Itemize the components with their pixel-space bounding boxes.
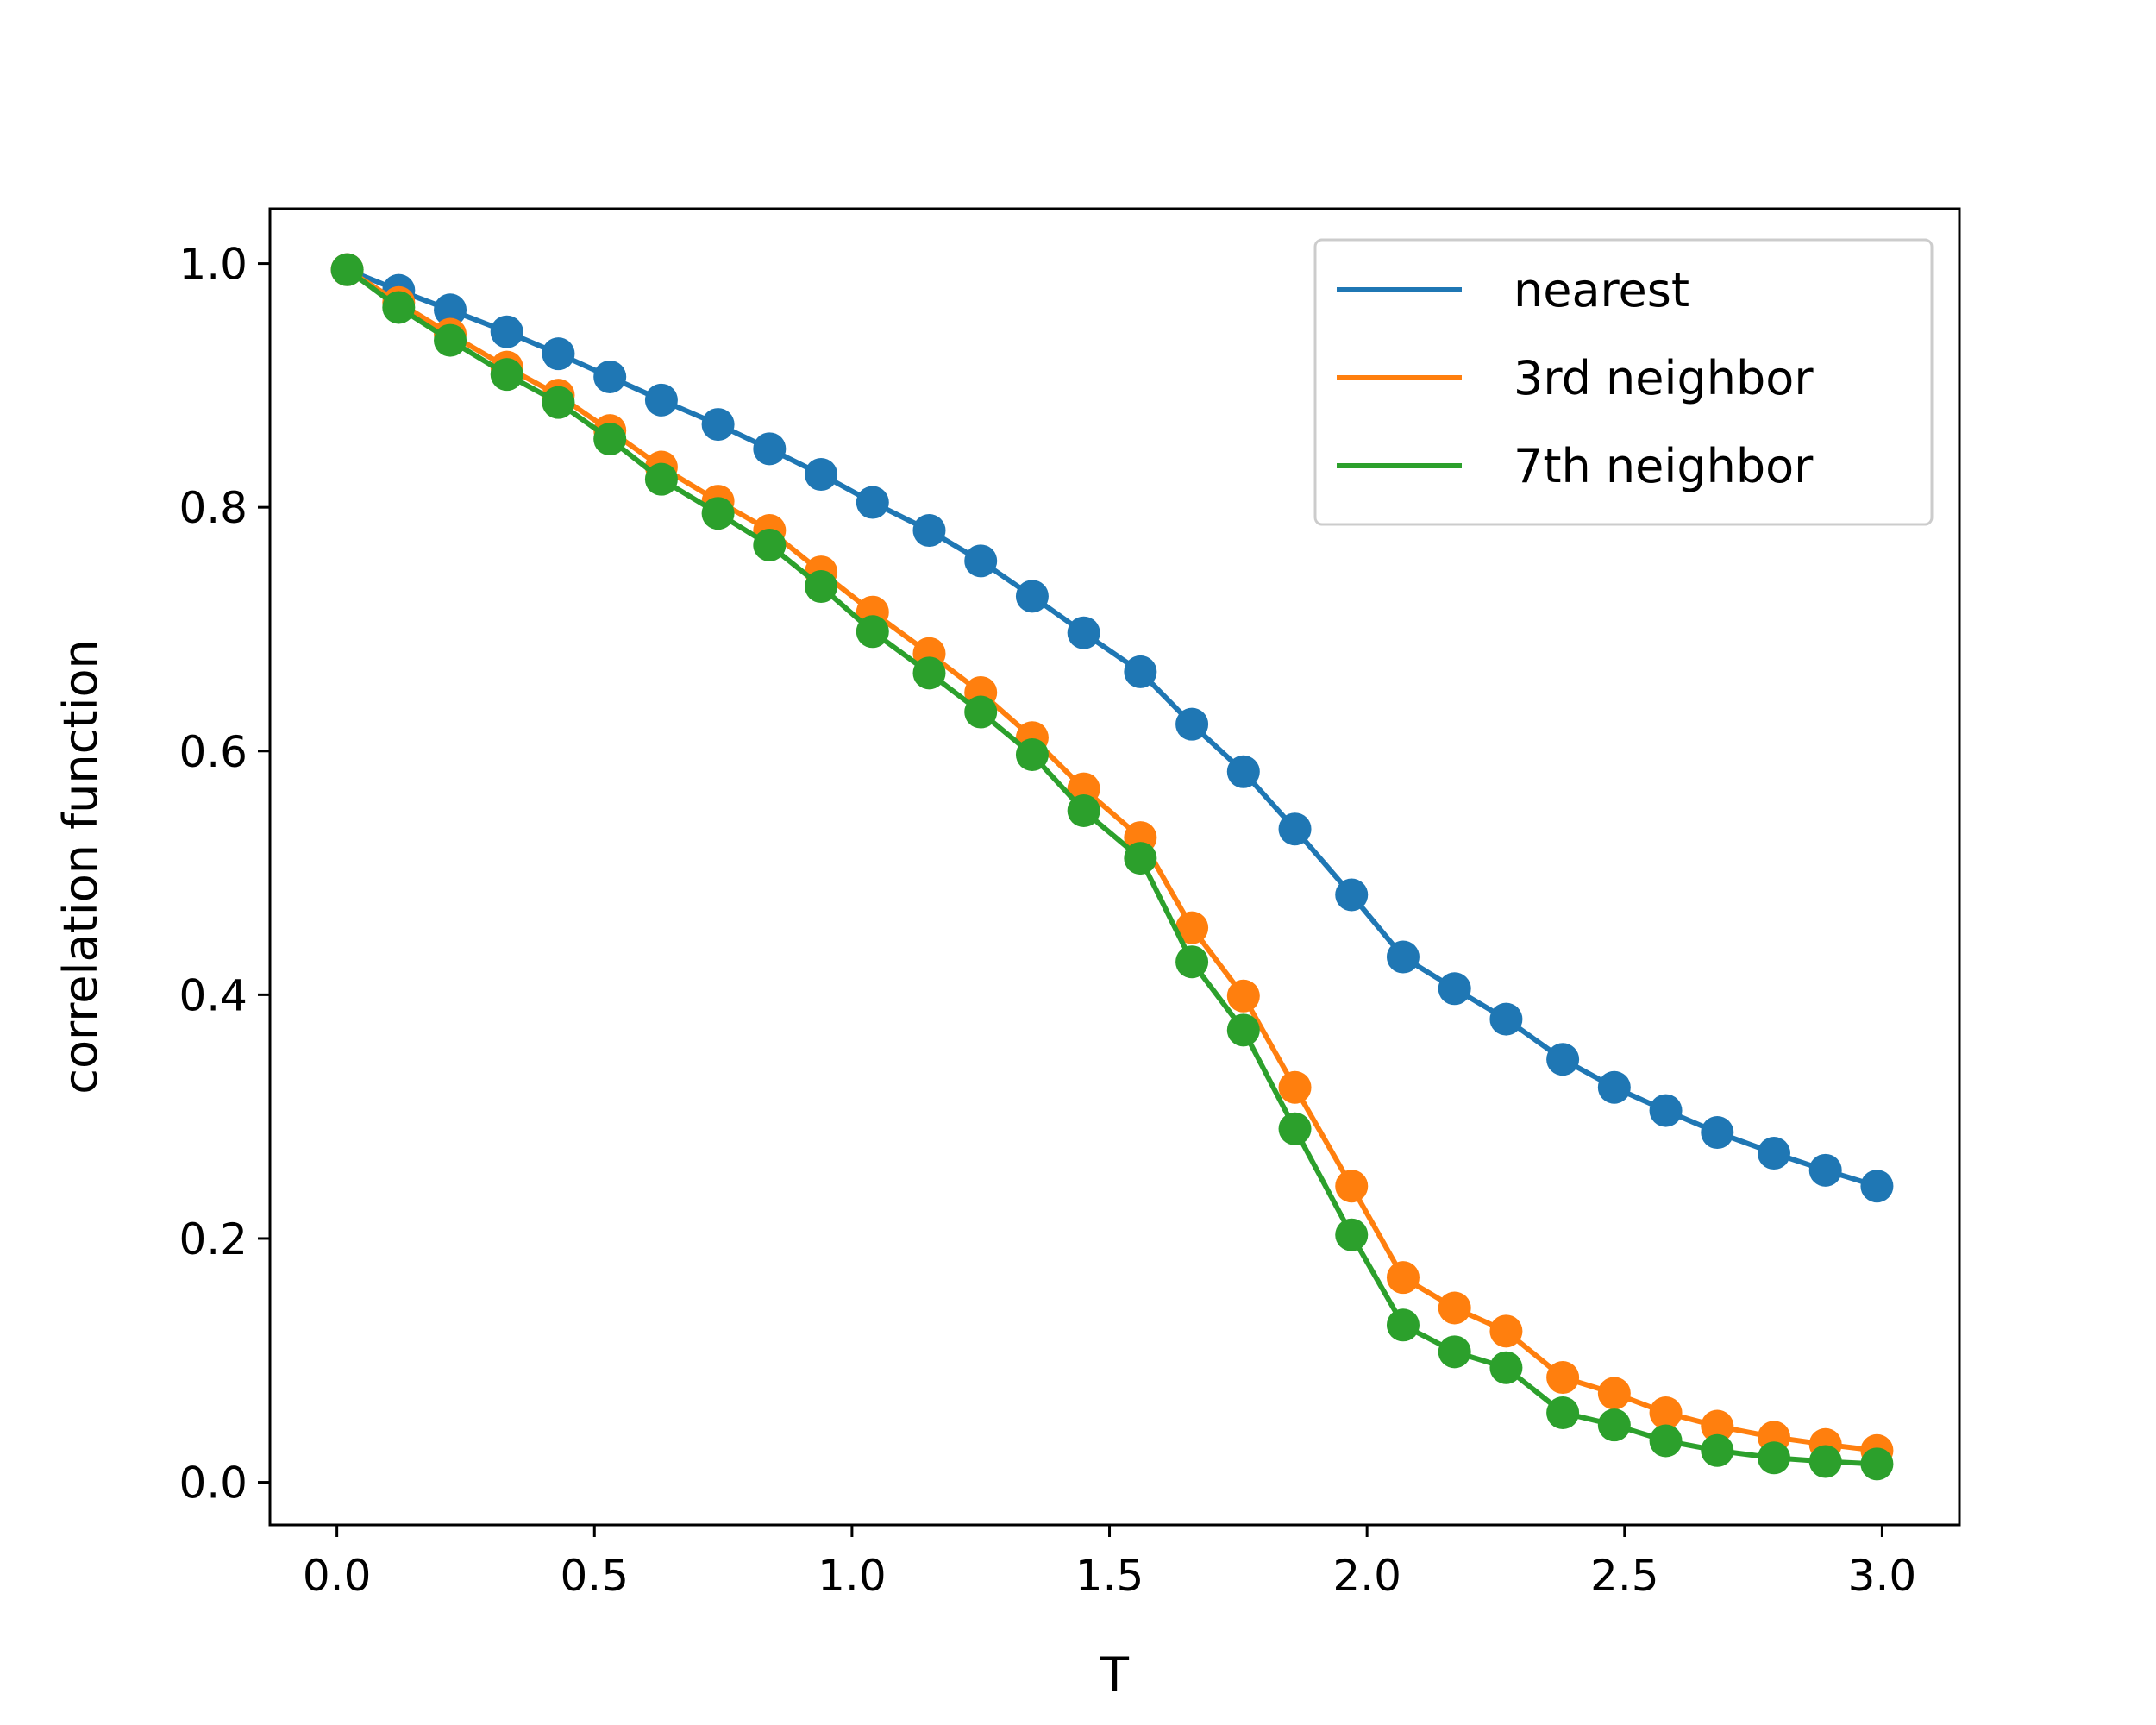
data-point: [753, 528, 787, 561]
data-point: [805, 570, 838, 604]
x-tick-label: 2.5: [1590, 1551, 1659, 1601]
data-point: [1649, 1396, 1683, 1430]
data-point: [1860, 1447, 1894, 1481]
series-layer: [330, 253, 1894, 1481]
data-point: [593, 360, 627, 393]
data-point: [856, 615, 889, 649]
series-7th-neighbor: [330, 253, 1894, 1481]
data-point: [1278, 1112, 1312, 1145]
legend: nearest 3rd neighbor 7th neighbor: [1313, 238, 1934, 526]
data-point: [1701, 1116, 1734, 1150]
data-point: [542, 337, 575, 371]
data-point: [1438, 1291, 1471, 1325]
data-point: [434, 323, 467, 357]
y-tick-label: 0.6: [179, 727, 248, 777]
data-point: [1757, 1137, 1790, 1170]
data-point: [1226, 755, 1260, 788]
data-point: [1649, 1094, 1683, 1127]
data-point: [542, 386, 575, 419]
data-point: [1175, 911, 1209, 944]
data-point: [912, 656, 946, 690]
data-point: [753, 432, 787, 466]
x-axis: 0.0 0.5 1.0 1.5 2.0 2.5 3.0: [303, 1525, 1916, 1601]
data-point: [593, 423, 627, 456]
data-point: [1175, 945, 1209, 979]
data-point: [912, 514, 946, 548]
data-point: [1597, 1408, 1631, 1442]
data-point: [1546, 1396, 1580, 1430]
x-tick-label: 2.0: [1332, 1551, 1401, 1601]
data-point: [1597, 1070, 1631, 1104]
series-nearest: [330, 253, 1894, 1203]
data-point: [490, 315, 523, 348]
data-point: [644, 383, 678, 417]
y-tick-label: 0.8: [179, 483, 248, 533]
y-axis-label: correlation function: [53, 639, 108, 1095]
data-point: [1808, 1445, 1842, 1478]
data-point: [434, 293, 467, 327]
data-point: [1546, 1361, 1580, 1395]
data-point: [964, 695, 998, 729]
data-point: [856, 486, 889, 519]
data-point: [1335, 1170, 1369, 1203]
data-point: [1438, 972, 1471, 1006]
legend-label: nearest: [1514, 263, 1689, 317]
data-point: [1335, 878, 1369, 912]
data-point: [1860, 1170, 1894, 1203]
data-point: [490, 358, 523, 392]
data-point: [1124, 842, 1157, 875]
data-point: [1124, 655, 1157, 688]
data-point: [1335, 1218, 1369, 1251]
legend-box: [1313, 238, 1934, 526]
data-point: [1015, 738, 1049, 772]
x-tick-label: 0.5: [561, 1551, 630, 1601]
x-tick-label: 3.0: [1848, 1551, 1917, 1601]
data-point: [1067, 794, 1100, 828]
data-point: [382, 291, 416, 324]
data-point: [1175, 707, 1209, 741]
data-point: [1226, 979, 1260, 1013]
data-point: [644, 462, 678, 496]
y-tick-label: 0.4: [179, 970, 248, 1020]
data-point: [1278, 1070, 1312, 1104]
data-point: [701, 497, 735, 530]
legend-label: 3rd neighbor: [1514, 351, 1814, 405]
legend-item: 7th neighbor: [1337, 439, 1814, 493]
y-axis: 0.0 0.2 0.4 0.6 0.8 1.0: [179, 240, 270, 1509]
y-tick-label: 0.2: [179, 1214, 248, 1264]
data-point: [964, 544, 998, 578]
y-tick-label: 0.0: [179, 1458, 248, 1509]
data-point: [1438, 1335, 1471, 1369]
axes-frame: [268, 207, 1961, 1527]
data-point: [805, 458, 838, 492]
legend-item: 3rd neighbor: [1337, 351, 1814, 405]
data-point: [1546, 1043, 1580, 1076]
legend-label: 7th neighbor: [1514, 439, 1814, 493]
data-point: [1808, 1153, 1842, 1187]
data-point: [330, 253, 364, 286]
data-point: [1226, 1013, 1260, 1047]
data-point: [1701, 1409, 1734, 1443]
x-tick-label: 1.5: [1075, 1551, 1144, 1601]
x-tick-label: 0.0: [303, 1551, 372, 1601]
x-axis-label: T: [1100, 1647, 1130, 1702]
data-point: [701, 408, 735, 442]
data-point: [1489, 1314, 1523, 1348]
data-point: [1278, 812, 1312, 846]
data-point: [1489, 1351, 1523, 1384]
legend-item: nearest: [1337, 263, 1689, 317]
data-point: [1386, 940, 1420, 974]
data-point: [1701, 1433, 1734, 1467]
data-point: [1489, 1002, 1523, 1036]
data-point: [1597, 1377, 1631, 1410]
data-point: [1386, 1308, 1420, 1342]
data-point: [1067, 616, 1100, 649]
y-tick-label: 1.0: [179, 240, 248, 290]
data-point: [1649, 1424, 1683, 1458]
data-point: [1015, 580, 1049, 613]
data-point: [1386, 1261, 1420, 1295]
x-tick-label: 1.0: [818, 1551, 887, 1601]
data-point: [1757, 1441, 1790, 1475]
